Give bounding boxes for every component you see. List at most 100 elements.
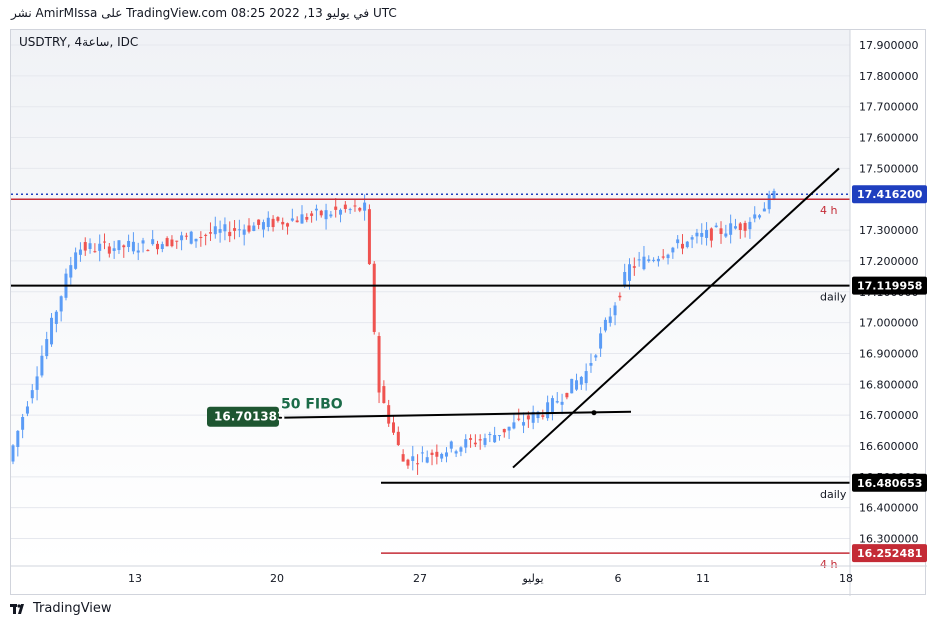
- candle-body: [550, 398, 554, 413]
- candle-body: [700, 233, 704, 237]
- candle-body: [334, 206, 338, 210]
- candle-body: [676, 239, 680, 244]
- candle-body: [218, 229, 222, 233]
- candle-body: [603, 319, 607, 331]
- price-chart[interactable]: 17.900000 17.800000 17.700000 17.600000 17.5…: [11, 30, 927, 596]
- candle-body: [411, 456, 415, 461]
- y-tick-label: 16.600000: [859, 440, 919, 453]
- candle-body: [339, 209, 343, 215]
- candle-body: [661, 256, 665, 258]
- candle-body: [671, 247, 675, 253]
- candle-body: [724, 233, 728, 237]
- candle-body: [772, 190, 776, 199]
- candle-body: [623, 272, 627, 286]
- candle-body: [382, 386, 386, 404]
- candle-body: [88, 243, 92, 249]
- candle-body: [473, 442, 477, 445]
- candle-body: [546, 402, 550, 419]
- candle-body: [281, 221, 285, 225]
- fibo-price-box: [207, 406, 279, 427]
- candle-body: [579, 376, 583, 385]
- chart-frame[interactable]: 17.900000 17.800000 17.700000 17.600000 17.5…: [10, 29, 927, 596]
- candle-body: [151, 239, 155, 245]
- candle-body: [242, 229, 246, 235]
- candle-body: [565, 392, 569, 398]
- candle-body: [295, 220, 299, 223]
- candle-body: [555, 401, 559, 403]
- candle-body: [30, 390, 34, 399]
- candle-body: [25, 406, 29, 414]
- level-price-tag-text: 16.480653: [857, 477, 922, 490]
- y-tick-label: 16.800000: [859, 378, 919, 391]
- candle-body: [435, 451, 439, 457]
- candle-body: [628, 264, 632, 281]
- candle-body: [743, 222, 747, 231]
- y-tick-label: 16.700000: [859, 409, 919, 422]
- candle-body: [21, 417, 25, 430]
- level-label: 4 h: [820, 558, 837, 571]
- candle-body: [478, 439, 482, 441]
- candle-body: [54, 311, 58, 324]
- candle-body: [271, 218, 275, 228]
- candle-body: [266, 217, 270, 227]
- candle-body: [348, 209, 352, 211]
- fibo-anchor-point: [591, 410, 597, 416]
- candle-body: [247, 225, 251, 232]
- x-tick-label: 27: [413, 572, 427, 585]
- y-tick-label: 16.400000: [859, 502, 919, 515]
- publish-header: نشر AmirMIssa على TradingView.com في يول…: [11, 6, 397, 20]
- x-tick-label: 13: [128, 572, 142, 585]
- candle-body: [175, 240, 179, 242]
- candle-body: [343, 204, 347, 210]
- candle-body: [189, 231, 193, 244]
- candle-body: [632, 266, 636, 268]
- x-tick-label: 18: [839, 572, 853, 585]
- candle-body: [78, 249, 82, 255]
- candle-body: [136, 250, 140, 253]
- candle-body: [199, 236, 203, 238]
- last-price-tag-text: 17.416200: [857, 188, 923, 201]
- candle-body: [228, 231, 232, 237]
- candle-body: [536, 411, 540, 419]
- candle-body: [180, 235, 184, 241]
- candle-body: [613, 305, 617, 316]
- candle-body: [488, 434, 492, 436]
- candle-body: [685, 241, 689, 248]
- candle-body: [310, 213, 314, 216]
- candle-body: [69, 265, 73, 278]
- candle-body: [449, 441, 453, 449]
- candle-body: [526, 415, 530, 420]
- candle-body: [599, 333, 603, 349]
- candle-body: [103, 241, 107, 243]
- candle-body: [261, 222, 265, 230]
- candle-body: [560, 401, 564, 405]
- candle-body: [695, 232, 699, 237]
- y-tick-label: 17.600000: [859, 132, 919, 145]
- candle-body: [396, 431, 400, 445]
- footer: TradingView: [10, 601, 112, 616]
- candle-body: [594, 355, 598, 358]
- level-price-tag: [852, 276, 927, 295]
- candle-body: [690, 237, 694, 240]
- candle-body: [575, 380, 579, 390]
- candle-body: [329, 214, 333, 217]
- footer-brand: TradingView: [33, 601, 112, 616]
- y-tick-label: 17.200000: [859, 255, 919, 268]
- candle-body: [204, 234, 208, 236]
- candle-body: [483, 438, 487, 445]
- candle-body: [83, 242, 87, 251]
- candle-body: [184, 235, 188, 237]
- candle-body: [714, 225, 718, 228]
- candle-body: [223, 224, 227, 232]
- y-tick-label: 17.900000: [859, 39, 919, 52]
- candle-body: [165, 238, 169, 247]
- candle-body: [762, 208, 766, 212]
- candle-body: [680, 243, 684, 249]
- candle-body: [392, 422, 395, 433]
- candle-body: [584, 371, 588, 384]
- candle-body: [194, 238, 198, 242]
- candle-body: [16, 430, 20, 447]
- trendline: [512, 167, 840, 469]
- candle-body: [377, 336, 381, 393]
- candle-body: [656, 258, 660, 262]
